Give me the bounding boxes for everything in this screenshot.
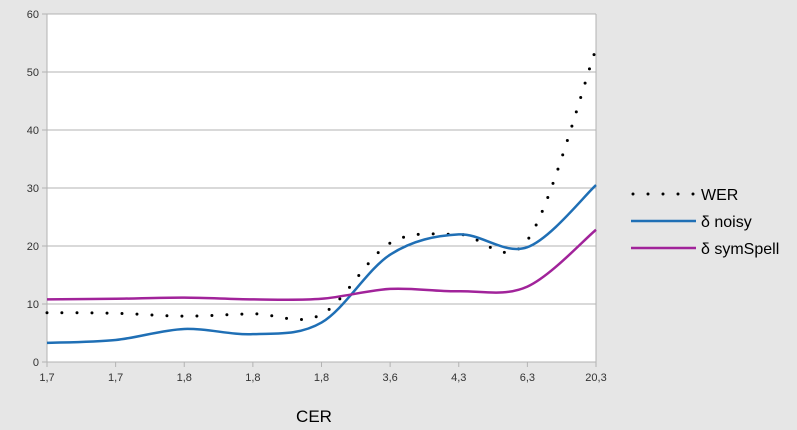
y-tick-label: 0 <box>33 357 39 369</box>
x-tick-label: 1,8 <box>177 372 192 384</box>
series-line-noisy <box>46 184 597 345</box>
y-tick-label: 20 <box>27 241 39 253</box>
x-axis-label: CER <box>296 407 332 426</box>
series-line-symspell <box>46 228 597 302</box>
series-group <box>45 47 598 345</box>
x-tick-label: 1,8 <box>245 372 260 384</box>
y-tick-label: 60 <box>27 9 39 21</box>
x-tick-label: 1,7 <box>108 372 123 384</box>
legend-label: δ symSpell <box>701 241 779 258</box>
legend: WER δ noisy δ symSpell <box>631 187 779 258</box>
x-tick-label: 1,7 <box>39 372 54 384</box>
legend-label: δ noisy <box>701 214 752 231</box>
y-tick-label: 30 <box>27 183 39 195</box>
x-tick-label: 3,6 <box>382 372 397 384</box>
y-tick-label: 50 <box>27 67 39 79</box>
y-axis-ticks: 0 10 20 30 40 50 60 <box>27 9 47 369</box>
x-tick-label: 20,3 <box>585 372 606 384</box>
x-tick-label: 4,3 <box>451 372 466 384</box>
y-tick-label: 40 <box>27 125 39 137</box>
x-axis-ticks: 1,7 1,7 1,8 1,8 1,8 3,6 4,3 6,3 20,3 <box>39 362 607 384</box>
legend-label: WER <box>701 187 738 204</box>
x-tick-label: 6,3 <box>520 372 535 384</box>
x-tick-label: 1,8 <box>314 372 329 384</box>
y-tick-label: 10 <box>27 299 39 311</box>
